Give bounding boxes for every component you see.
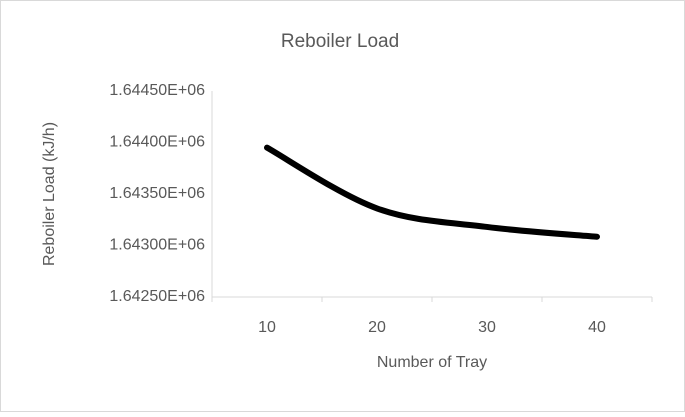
y-tick-label: 1.64450E+06 — [109, 82, 205, 99]
x-axis-title: Number of Tray — [377, 354, 487, 371]
x-tick-label: 30 — [478, 319, 496, 336]
y-tick-label: 1.64250E+06 — [109, 288, 205, 305]
y-axis-title: Reboiler Load (kJ/h) — [41, 122, 58, 266]
y-tick-label: 1.64350E+06 — [109, 185, 205, 202]
data-line — [264, 144, 600, 240]
x-tick-label: 10 — [258, 319, 276, 336]
y-tick-label: 1.64400E+06 — [109, 134, 205, 151]
x-tick-label: 40 — [588, 319, 606, 336]
chart-title: Reboiler Load — [281, 31, 399, 52]
y-tick-label: 1.64300E+06 — [109, 237, 205, 254]
x-tick-label: 20 — [368, 319, 386, 336]
